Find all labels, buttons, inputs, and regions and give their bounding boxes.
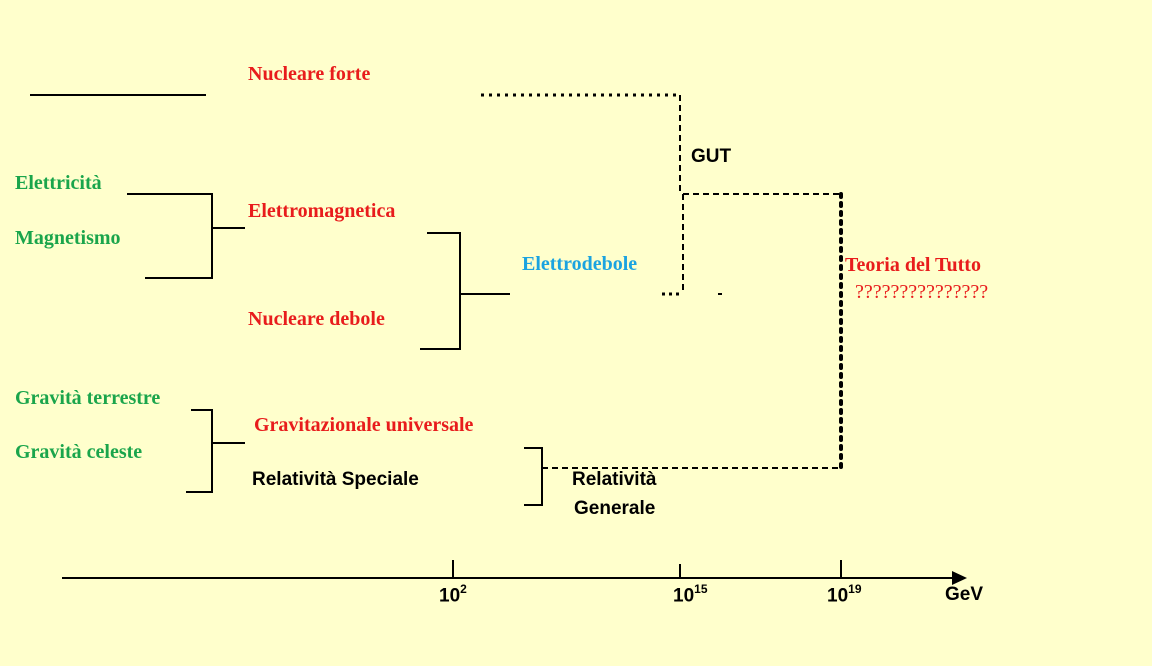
axis-unit-label: GeV [945,584,984,605]
label-weak-force: Nucleare debole [248,308,385,330]
gravity-bracket [186,409,213,493]
label-special-relativity: Relatività Speciale [252,469,419,490]
label-celestial-gravity: Gravità celeste [15,441,143,463]
em-bracket [127,193,213,279]
tick-label-1e19: 1019 [827,582,862,607]
label-electromagnetic: Elettromagnetica [248,200,396,222]
label-toe-question-marks: ??????????????? [855,281,989,303]
tick-label-1e2: 102 [439,582,467,607]
general-relativity-bracket [524,447,543,506]
label-theory-of-everything: Teoria del Tutto [845,254,981,276]
label-electroweak: Elettrodebole [522,253,638,275]
label-strong-force: Nucleare forte [248,63,371,85]
label-electricity: Elettricità [15,172,102,194]
label-general-relativity-line1: Relatività [572,469,657,490]
label-magnetism: Magnetismo [15,227,121,249]
electroweak-bracket [420,232,461,350]
label-terrestrial-gravity: Gravità terrestre [15,387,161,409]
label-gut: GUT [691,146,732,167]
label-gravitational: Gravitazionale universale [254,414,474,436]
tick-label-1e15: 1015 [673,582,708,607]
label-general-relativity-line2: Generale [574,498,656,519]
axis-arrowhead [952,571,967,585]
